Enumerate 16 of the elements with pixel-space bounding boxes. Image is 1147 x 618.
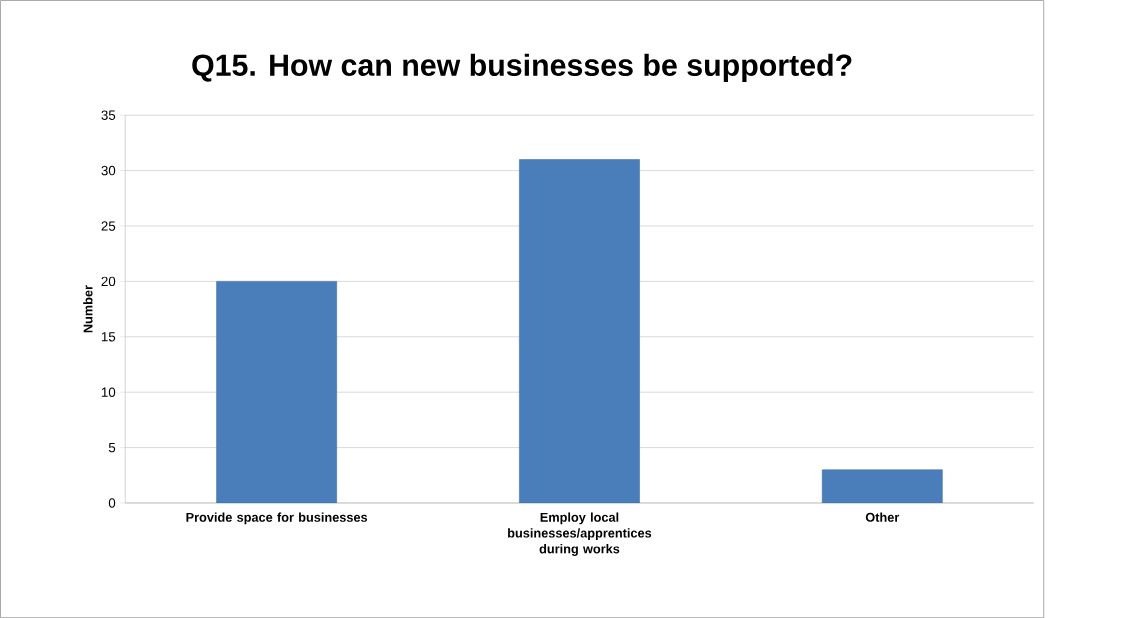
y-tick-label: 20 — [101, 276, 116, 287]
y-tick-label: 0 — [108, 498, 116, 508]
chart-title: Q15. How can new businesses be supported? — [192, 53, 852, 82]
x-tick-label: Other — [865, 512, 900, 522]
y-tick-label: 35 — [101, 110, 116, 120]
y-tick-label: 25 — [101, 221, 116, 231]
y-tick-label: 15 — [101, 332, 116, 342]
bar — [821, 469, 943, 503]
x-tick-label: Provide space for businesses — [186, 512, 368, 525]
bar — [519, 159, 640, 503]
bar — [216, 281, 337, 503]
y-axis-title: Number — [83, 285, 93, 333]
y-tick-label: 5 — [108, 442, 116, 453]
x-tick-label: Employ local businesses/apprentices during works — [508, 512, 652, 556]
y-tick-label: 30 — [101, 165, 116, 176]
y-tick-label: 10 — [101, 387, 116, 397]
